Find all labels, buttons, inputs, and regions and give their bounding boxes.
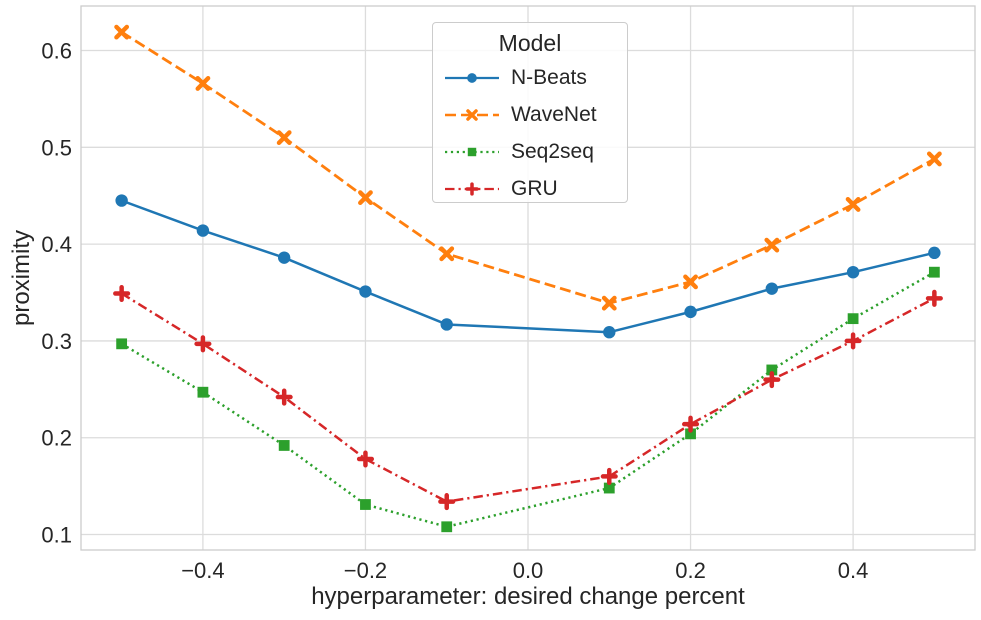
tick-labels: −0.4 −0.2 0.0 0.2 0.4 0.1 0.2 0.3 0.4 0.5 0.6 xyxy=(41,39,868,583)
series-line-seq2seq xyxy=(120,271,935,529)
x-marker xyxy=(926,151,942,167)
x-tick-label: 0.2 xyxy=(675,558,706,583)
plus-marker xyxy=(844,332,862,350)
series-markers xyxy=(113,24,943,533)
square-marker xyxy=(928,266,940,278)
x-tick-label: 0.0 xyxy=(513,558,544,583)
legend-item-seq2seq: Seq2seq xyxy=(433,133,627,170)
plus-marker xyxy=(925,289,943,307)
legend-item-label: N-Beats xyxy=(511,65,587,89)
y-tick-label: 0.6 xyxy=(41,39,72,64)
circle-marker xyxy=(603,326,616,339)
legend-sample-gru xyxy=(445,181,499,196)
x-marker xyxy=(439,246,455,262)
legend-item-wavenet: WaveNet xyxy=(433,96,627,133)
square-marker xyxy=(197,386,209,398)
series-line-gru xyxy=(120,292,935,503)
x-marker xyxy=(276,130,292,146)
plus-marker xyxy=(465,181,479,196)
plus-marker xyxy=(275,388,293,406)
circle-marker xyxy=(467,72,477,83)
x-marker xyxy=(764,237,780,253)
circle-marker xyxy=(765,282,779,295)
x-tick-label: −0.4 xyxy=(181,558,224,583)
plus-marker xyxy=(763,371,781,389)
legend-item-label: WaveNet xyxy=(511,102,597,126)
square-marker xyxy=(116,338,128,350)
plus-marker xyxy=(438,493,456,511)
series-line-n-beats xyxy=(121,199,935,334)
x-marker xyxy=(195,76,211,91)
circle-marker xyxy=(928,246,941,260)
circle-marker xyxy=(359,285,372,298)
y-tick-label: 0.4 xyxy=(41,232,72,257)
series-lines xyxy=(120,30,936,529)
legend-sample-seq2seq xyxy=(445,147,499,156)
legend-item-n-beats: N-Beats xyxy=(433,59,627,96)
circle-marker xyxy=(115,194,128,207)
legend: Model N-Beats WaveNet Seq2seq GRU xyxy=(432,22,628,203)
square-marker xyxy=(847,313,859,325)
square-marker xyxy=(278,440,290,451)
plot-border xyxy=(80,5,976,551)
y-tick-label: 0.3 xyxy=(41,329,72,354)
y-tick-label: 0.5 xyxy=(41,135,72,160)
x-axis-label: hyperparameter: desired change percent xyxy=(311,583,745,610)
circle-marker xyxy=(196,224,210,237)
square-marker xyxy=(441,521,453,533)
square-marker xyxy=(467,147,477,156)
square-marker xyxy=(685,428,696,440)
circle-marker xyxy=(684,305,697,319)
plus-marker xyxy=(600,467,618,485)
x-marker xyxy=(601,295,617,311)
circle-marker xyxy=(440,318,453,331)
legend-items: N-Beats WaveNet Seq2seq GRU xyxy=(433,59,627,207)
x-marker xyxy=(114,24,130,40)
plus-marker xyxy=(681,415,700,433)
square-marker xyxy=(603,482,615,494)
legend-item-gru: GRU xyxy=(433,170,627,207)
legend-item-label: Seq2seq xyxy=(511,139,594,163)
x-tick-label: 0.4 xyxy=(838,558,869,583)
circle-marker xyxy=(846,265,860,279)
x-marker xyxy=(466,108,478,121)
y-tick-label: 0.1 xyxy=(41,523,72,548)
x-marker xyxy=(845,197,861,212)
y-tick-label: 0.2 xyxy=(41,426,72,451)
plus-marker xyxy=(356,450,375,468)
square-marker xyxy=(766,364,778,376)
legend-item-label: GRU xyxy=(511,176,558,200)
legend-sample-n-beats xyxy=(445,72,499,83)
x-marker xyxy=(358,190,373,206)
series-line-wavenet xyxy=(120,30,936,305)
plus-marker xyxy=(194,335,212,353)
legend-title: Model xyxy=(498,30,562,56)
plus-marker xyxy=(113,284,131,303)
x-tick-label: −0.2 xyxy=(344,558,387,583)
y-axis-label: proximity xyxy=(8,230,35,326)
legend-sample-wavenet xyxy=(445,108,499,121)
circle-marker xyxy=(277,251,291,264)
x-marker xyxy=(683,274,698,290)
square-marker xyxy=(360,499,371,510)
